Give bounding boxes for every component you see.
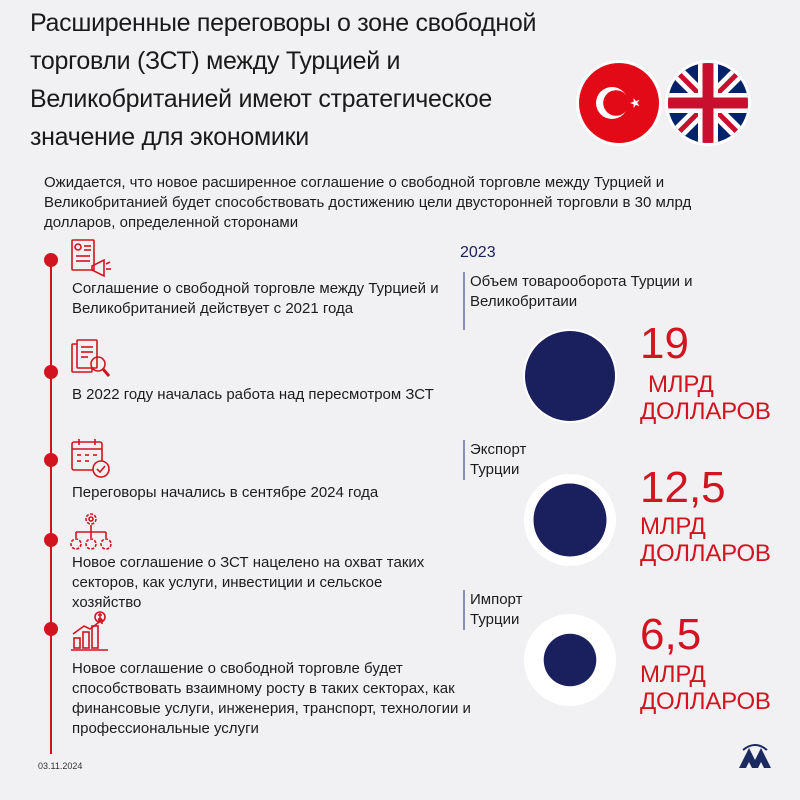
unit-export-line2: ДОЛЛАРОВ — [640, 540, 771, 567]
intro-text: Ожидается, что новое расширенное соглаше… — [44, 174, 692, 231]
timeline-text: Новое соглашение о ЗСТ нацелено на охват… — [72, 554, 425, 611]
value-export: 12,5 — [640, 463, 726, 512]
gear-network-icon — [70, 513, 112, 550]
metric-label-import: Импорт Турции — [463, 590, 540, 630]
bubble-mark — [525, 331, 615, 421]
document-search-icon — [71, 339, 111, 377]
timeline-text: В 2022 году началась работа над пересмот… — [72, 386, 434, 403]
turkey-flag-icon — [576, 60, 662, 146]
metric-label-export: Экспорт Турции — [463, 440, 540, 480]
timeline-dot — [44, 453, 58, 467]
timeline-line — [50, 258, 52, 754]
timeline-dot — [44, 533, 58, 547]
metric-label-trade: Объем товарооборота Турции и Великобрита… — [463, 272, 800, 330]
calendar-check-icon — [71, 439, 110, 478]
bubble-mark — [543, 633, 597, 687]
bubble-import — [524, 614, 616, 706]
bubble-export — [524, 474, 616, 566]
unit-import-line2: ДОЛЛАРОВ — [640, 688, 771, 715]
chart-year: 2023 — [460, 244, 496, 261]
value-trade: 19 — [640, 319, 689, 368]
value-import: 6,5 — [640, 610, 702, 659]
bubble-mark — [533, 483, 607, 557]
uk-flag-icon — [665, 60, 751, 146]
document-megaphone-icon — [71, 239, 111, 278]
growth-chart-icon — [71, 611, 108, 651]
unit-export-line1: МЛРД — [640, 513, 706, 540]
aa-logo-icon — [739, 744, 771, 768]
timeline-dot — [44, 622, 58, 636]
timeline-text: Новое соглашение о свободной торговле бу… — [72, 660, 471, 737]
unit-trade-line1: МЛРД — [648, 371, 714, 398]
timeline-dot — [44, 365, 58, 379]
page-title: Расширенные переговоры о зоне свободной … — [30, 9, 537, 151]
unit-trade-line2: ДОЛЛАРОВ — [640, 398, 771, 425]
publish-date: 03.11.2024 — [38, 761, 83, 771]
unit-import-line1: МЛРД — [640, 661, 706, 688]
timeline-text: Переговоры начались в сентябре 2024 года — [72, 484, 379, 501]
timeline-text: Соглашение о свободной торговле между Ту… — [72, 280, 439, 317]
bubble-trade — [523, 329, 617, 423]
timeline-dot — [44, 253, 58, 267]
